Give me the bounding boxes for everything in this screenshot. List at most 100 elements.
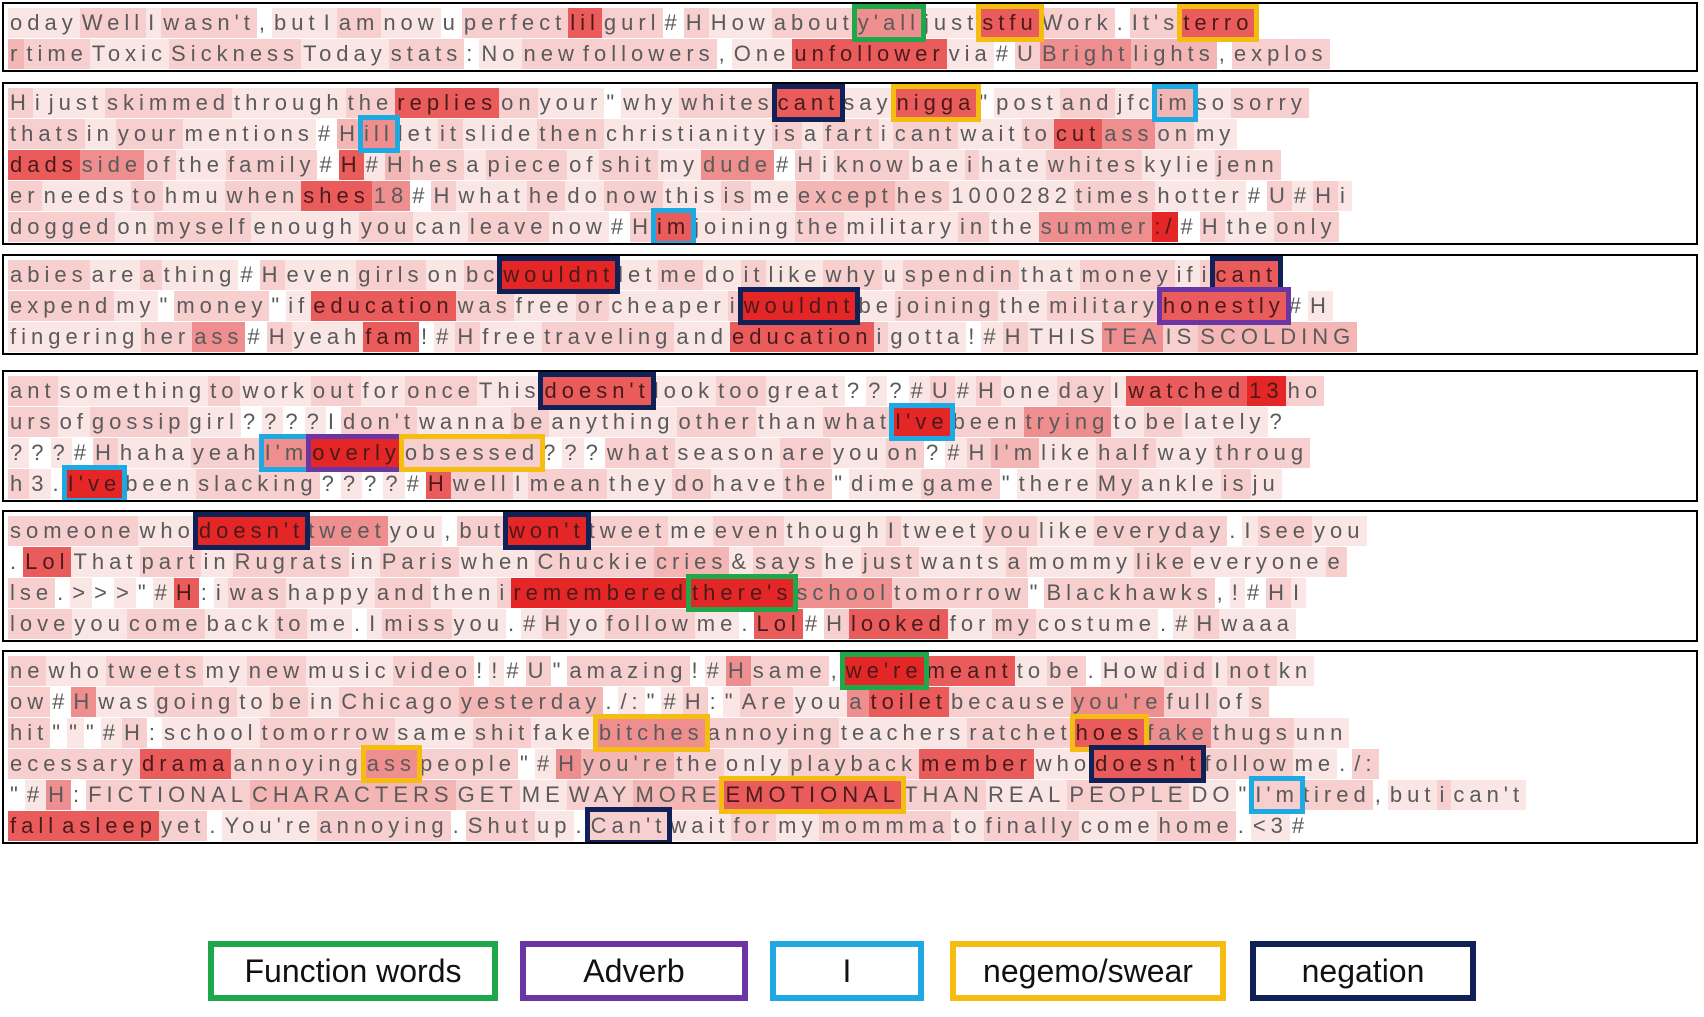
token: unn [1293, 718, 1350, 748]
token: do [672, 469, 711, 499]
highlighted-token-negemo: ass [360, 745, 422, 783]
token: # [608, 212, 631, 242]
token: lil [568, 8, 602, 38]
token: U [525, 656, 551, 686]
token: why [823, 260, 882, 290]
token: to [1021, 119, 1054, 149]
token: ? [362, 469, 384, 499]
token: now [381, 8, 441, 38]
token: yeah [291, 322, 364, 352]
token: what [456, 181, 527, 211]
token: way [1155, 438, 1214, 468]
token: Paris [379, 547, 459, 577]
token: just [46, 88, 106, 118]
token: your [537, 88, 605, 118]
token: you [387, 516, 443, 546]
token: # [908, 376, 930, 406]
highlighted-token-i: I've [61, 465, 128, 500]
token: toilet [868, 687, 950, 717]
highlighted-token-adverb: overly [306, 434, 407, 472]
token: the [674, 749, 724, 779]
token: ! [474, 656, 490, 686]
token: you [72, 609, 127, 639]
token: i [213, 578, 228, 608]
token: hit [8, 718, 51, 748]
token: even [712, 516, 785, 546]
token: hmu [162, 181, 225, 211]
token: or [575, 291, 610, 321]
token: mentions [182, 119, 316, 149]
token: H [556, 749, 581, 779]
token: # [1286, 291, 1309, 321]
token: slide [462, 119, 538, 149]
token: : [707, 687, 723, 717]
token: /: [618, 687, 645, 717]
token: i [965, 150, 979, 180]
token: ! [489, 656, 505, 686]
token-row: hit " " " # H: school tomorrow same shit fake bitch… [8, 714, 1694, 752]
token: wants [919, 547, 1006, 577]
token: yeah [190, 438, 263, 468]
token: about [771, 8, 856, 38]
token: " [518, 749, 535, 779]
token: i [1199, 260, 1214, 290]
highlighted-token-negemo: nigga [890, 84, 982, 122]
token: are [89, 260, 141, 290]
token: in [84, 119, 116, 149]
token: . [1227, 516, 1243, 546]
token: summer [1038, 212, 1153, 242]
token: # [404, 469, 426, 499]
token: girls [356, 260, 426, 290]
token: This [476, 376, 543, 406]
token: it [437, 119, 463, 149]
token: enough [251, 212, 359, 242]
token: . [603, 687, 619, 717]
token: :/ [1152, 212, 1179, 242]
highlighted-token-negemo: stfu [976, 4, 1044, 42]
token: drama [140, 749, 232, 779]
token: cut [1053, 119, 1103, 149]
token: have [710, 469, 783, 499]
token: hate [978, 150, 1046, 180]
token: who [1033, 749, 1094, 779]
token: 1000282 [949, 181, 1074, 211]
token: Shut [465, 811, 536, 841]
token: says [753, 547, 823, 577]
token: yo [567, 609, 605, 639]
token: Blackhawks [1044, 578, 1215, 608]
token: just [860, 547, 920, 577]
token: : [464, 39, 480, 69]
token: be [1143, 407, 1183, 437]
token: I [1291, 578, 1307, 608]
token: ! [689, 656, 705, 686]
token: annoying [317, 811, 451, 841]
token: FICTIONAL [86, 780, 250, 810]
token: H [725, 656, 751, 686]
token-row: " # H: FICTIONAL CHARACTERS GET ME WAY MORE EMOTI… [8, 776, 1694, 814]
token: miss [382, 609, 452, 639]
token: . [55, 578, 71, 608]
token: been [950, 407, 1024, 437]
token: # [802, 609, 825, 639]
legend-item-negemo: negemo/swear [950, 941, 1226, 1001]
token: in [348, 547, 380, 577]
token: ? [583, 438, 605, 468]
token: # [993, 39, 1016, 69]
token: a [1005, 547, 1027, 577]
token: # [434, 322, 456, 352]
token: to [275, 609, 308, 639]
token: dude [701, 150, 774, 180]
token: ! [1229, 578, 1245, 608]
token: ho [1285, 376, 1325, 406]
token: Chicago [339, 687, 459, 717]
token: 3 [29, 469, 51, 499]
token: he [526, 181, 566, 211]
highlighted-token-i: I'm [258, 434, 315, 472]
token: I [1212, 656, 1228, 686]
token: fingering [8, 322, 142, 352]
token: on [499, 88, 538, 118]
